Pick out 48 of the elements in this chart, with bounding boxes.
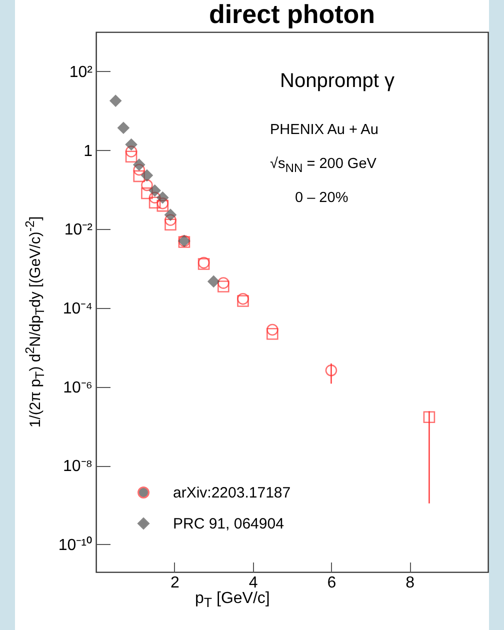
- x-tick-label: 8: [406, 574, 415, 592]
- x-tick-label: 4: [248, 574, 258, 592]
- x-axis-title: p$_{T}$ [GeV/c]: [195, 590, 270, 610]
- point: [164, 218, 176, 230]
- point: [125, 138, 138, 150]
- annotation: 0 – 20%: [295, 190, 348, 206]
- point: [218, 277, 230, 289]
- point: [218, 280, 230, 292]
- point: [110, 94, 122, 107]
- point: [266, 328, 278, 340]
- point: [423, 411, 436, 423]
- x-tick-label: 6: [327, 574, 336, 592]
- annotation: √s$_{NN}$ = 200 GeV: [270, 156, 376, 175]
- point: [133, 158, 146, 171]
- point: [141, 179, 153, 192]
- annotation: Nonprompt γ: [280, 70, 394, 93]
- y-tick-label: 10⁻²: [64, 222, 94, 239]
- point: [237, 292, 249, 305]
- y-tick-label: 10²: [69, 64, 94, 81]
- y-tick-label: 1: [84, 142, 93, 160]
- y-tick-label: 10⁻⁸: [62, 458, 92, 476]
- point: [325, 364, 338, 376]
- legend-label: arXiv:2203.17187: [173, 484, 291, 502]
- y-tick-label: 10⁻¹⁰: [58, 536, 92, 554]
- y-tick-label: 10⁻⁶: [63, 379, 92, 396]
- point: [133, 170, 146, 182]
- point: [118, 122, 130, 134]
- point: [156, 197, 169, 210]
- point: [156, 192, 169, 204]
- chart-title: direct photon: [208, 0, 376, 29]
- point: [164, 208, 176, 221]
- point: [148, 192, 161, 204]
- point: [237, 295, 249, 307]
- point: [164, 214, 176, 226]
- legend-label: PRC 91, 064904: [173, 516, 284, 532]
- annotation: PHENIX Au + Au: [270, 122, 378, 138]
- y-tick-label: 10⁻⁴: [62, 300, 93, 318]
- point: [141, 187, 153, 200]
- point: [125, 150, 138, 163]
- x-tick-label: 2: [170, 574, 180, 592]
- point: [133, 164, 146, 176]
- point: [266, 324, 278, 336]
- point: [156, 200, 169, 212]
- point: [148, 184, 161, 196]
- point: [148, 196, 161, 208]
- point: [125, 146, 138, 158]
- point: [141, 170, 153, 182]
- point: [208, 276, 220, 288]
